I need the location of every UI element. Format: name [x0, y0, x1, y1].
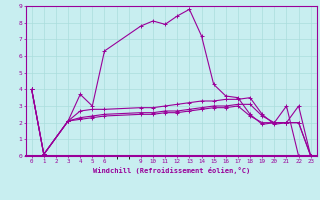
- X-axis label: Windchill (Refroidissement éolien,°C): Windchill (Refroidissement éolien,°C): [92, 167, 250, 174]
